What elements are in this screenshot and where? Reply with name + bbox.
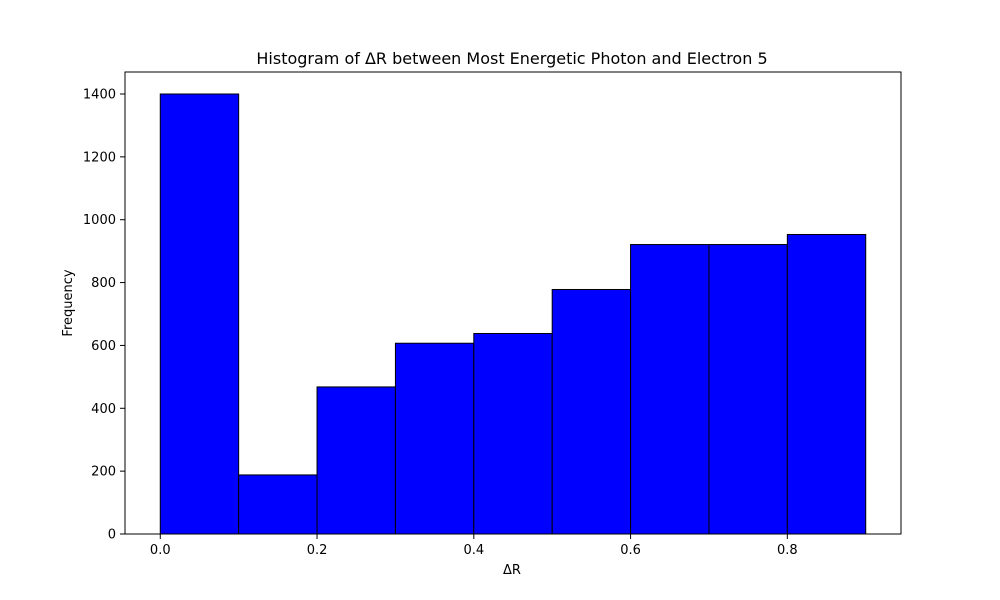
y-tick-label: 1200 [83,150,116,165]
histogram-bar [394,342,475,535]
x-axis-label: ΔR [503,563,521,578]
x-tick-label: 0.4 [463,543,484,558]
y-axis-ticks: 0 200 400 600 800 1000 1200 1400 [83,88,125,543]
y-tick-label: 1400 [83,88,116,103]
chart-title: Histogram of ΔR between Most Energetic P… [256,49,767,68]
x-tick-label: 0.8 [777,543,798,558]
y-tick-label: 800 [91,276,116,291]
histogram-bar [708,244,788,535]
x-tick-label: 0.0 [150,543,171,558]
histogram-bar [786,233,867,535]
histogram-bar [316,386,396,535]
x-tick-label: 0.2 [307,543,328,558]
histogram-bar [238,474,318,535]
y-tick-label: 1000 [83,213,116,228]
histogram-bar [473,332,553,535]
histogram-bar [630,244,710,535]
y-tick-label: 600 [91,339,116,354]
bars-group [159,93,867,535]
y-axis-label: Frequency [61,269,76,336]
x-axis-ticks: 0.0 0.2 0.4 0.6 0.8 [150,534,798,558]
x-tick-label: 0.6 [620,543,641,558]
histogram-bar [551,288,632,535]
y-tick-label: 400 [91,402,116,417]
plot-frame [124,71,902,535]
y-tick-label: 200 [91,465,116,480]
histogram-bar [159,93,240,535]
y-tick-label: 0 [108,528,116,543]
